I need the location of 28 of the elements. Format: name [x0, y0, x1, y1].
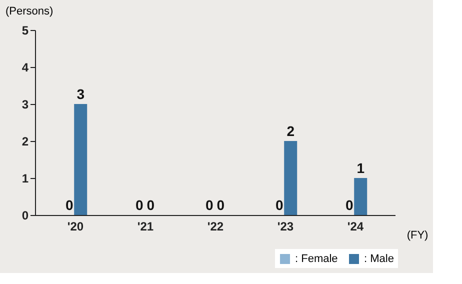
y-tick-label: 0 — [22, 208, 29, 222]
data-label: 3 — [76, 86, 85, 102]
x-axis-title: (FY) — [406, 230, 428, 242]
data-label: 0 — [276, 197, 284, 213]
y-tick-label: 2 — [22, 134, 29, 148]
legend-label: : Female — [295, 253, 338, 265]
data-label: 1 — [356, 160, 365, 176]
bar — [354, 178, 368, 215]
legend-label: : Male — [364, 253, 394, 265]
y-tick-label: 1 — [22, 172, 29, 186]
data-label: 0 — [66, 197, 74, 213]
x-tick-label: '21 — [137, 220, 154, 234]
y-tick-label: 3 — [22, 98, 29, 112]
x-tick-label: '24 — [347, 220, 364, 234]
data-label: 0 — [146, 197, 155, 213]
bar — [284, 141, 298, 215]
bar — [74, 104, 88, 215]
y-axis-title: (Persons) — [6, 6, 54, 18]
x-tick-label: '23 — [277, 220, 294, 234]
data-label: 0 — [346, 197, 354, 213]
x-tick-label: '22 — [207, 220, 224, 234]
x-tick-label: '20 — [67, 220, 84, 234]
data-label: 0 — [216, 197, 225, 213]
data-label: 0 — [206, 197, 214, 213]
y-tick-label: 5 — [22, 24, 29, 38]
data-label: 0 — [136, 197, 144, 213]
y-tick-label: 4 — [22, 60, 29, 74]
data-label: 2 — [286, 123, 295, 139]
